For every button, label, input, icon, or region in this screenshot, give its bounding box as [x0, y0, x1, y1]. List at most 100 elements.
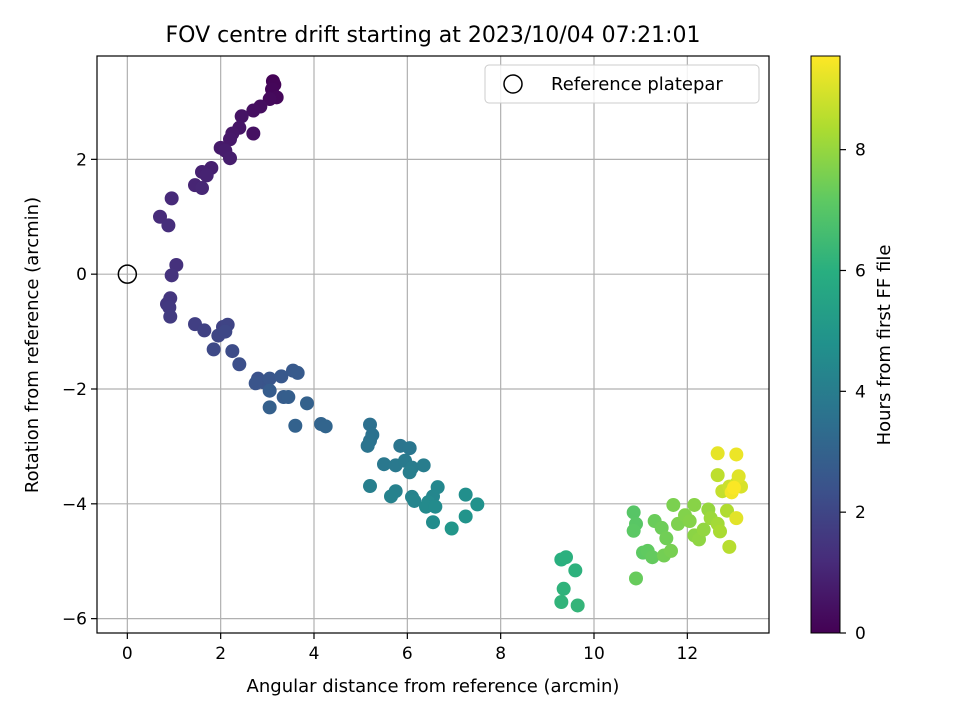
chart-title: FOV centre drift starting at 2023/10/04 … [166, 23, 701, 48]
scatter-point [246, 103, 261, 118]
scatter-point [430, 480, 445, 495]
x-axis-label: Angular distance from reference (arcmin) [247, 676, 620, 697]
colorbar-frame [810, 55, 841, 634]
scatter-point [554, 594, 569, 609]
scatter-point [163, 309, 178, 324]
scatter-point [407, 493, 422, 508]
y-tick-label: −4 [62, 495, 87, 515]
scatter-point [710, 468, 725, 483]
scatter-point [274, 369, 289, 384]
scatter-point [218, 324, 233, 339]
x-axis-ticks: 0 2 4 6 8 10 12 [122, 633, 698, 664]
scatter-point [626, 523, 641, 538]
scatter-point [666, 497, 681, 512]
scatter-point [659, 531, 674, 546]
colorbar-tick-label: 0 [855, 624, 866, 644]
scatter-point [223, 151, 237, 166]
y-tick-label: −6 [62, 610, 87, 630]
scatter-point [318, 419, 333, 434]
scatter-point [696, 522, 711, 537]
scatter-point [262, 400, 277, 415]
scatter-point [197, 323, 212, 338]
scatter-point [377, 457, 391, 472]
x-tick-label: 10 [583, 644, 605, 664]
scatter-point [248, 376, 263, 391]
legend-label: Reference platepar [551, 74, 723, 95]
scatter-point [428, 499, 443, 514]
scatter-point [458, 509, 473, 524]
scatter-point [384, 489, 398, 504]
scatter-point [559, 550, 573, 565]
scatter-point [232, 357, 247, 372]
scatter-point [206, 342, 221, 357]
x-tick-label: 8 [495, 644, 506, 664]
y-axis-ticks: −6 −4 −2 0 2 [62, 150, 97, 630]
scatter-point [290, 365, 305, 380]
scatter-point [645, 550, 660, 565]
scatter-point [234, 109, 249, 124]
scatter-point [164, 191, 179, 206]
scatter-point [727, 480, 741, 495]
colorbar-tick-label: 4 [855, 382, 866, 402]
scatter-point [426, 515, 440, 530]
scatter-point [629, 571, 643, 586]
scatter-point [729, 511, 744, 526]
scatter-point [687, 497, 702, 512]
scatter-point [262, 92, 277, 107]
scatter-point [300, 396, 314, 411]
scatter-point [199, 168, 214, 183]
colorbar [811, 56, 840, 633]
scatter-point [444, 521, 459, 536]
scatter-point [195, 181, 209, 196]
legend-marker [503, 74, 523, 94]
grid-lines [97, 56, 769, 633]
x-tick-label: 4 [309, 644, 320, 664]
scatter-point [223, 132, 237, 147]
x-tick-label: 2 [215, 644, 226, 664]
scatter-point [713, 524, 727, 539]
y-tick-label: −2 [62, 380, 87, 400]
legend: Reference platepar [484, 64, 760, 104]
x-tick-label: 12 [677, 644, 699, 664]
legend-box [484, 64, 760, 104]
colorbar-ticks: 0 2 4 6 8 [840, 141, 866, 644]
plot-frame [96, 55, 770, 634]
scatter-point [288, 418, 303, 433]
scatter-point [225, 344, 240, 359]
colorbar-tick-label: 6 [855, 261, 866, 281]
y-tick-label: 0 [76, 265, 87, 285]
reference-platepar-marker [117, 264, 138, 284]
scatter-point [161, 218, 176, 233]
scatter-point [710, 446, 725, 461]
scatter-point [153, 209, 167, 224]
x-tick-label: 6 [402, 644, 413, 664]
scatter-point [731, 469, 746, 484]
scatter-point [416, 458, 431, 473]
scatter-point [164, 268, 179, 283]
colorbar-tick-label: 2 [855, 503, 866, 523]
scatter-point [262, 383, 277, 398]
scatter-point [360, 438, 375, 453]
scatter-point [363, 479, 377, 494]
scatter-point [570, 598, 585, 613]
scatter-point [722, 539, 737, 554]
scatter-point [664, 543, 678, 558]
scatter-point [556, 581, 571, 596]
scatter-point [246, 126, 261, 141]
scatter-points [153, 74, 748, 613]
scatter-point [402, 465, 417, 480]
scatter-point [626, 505, 641, 520]
colorbar-label: Hours from first FF file [874, 245, 895, 446]
y-tick-label: 2 [76, 150, 87, 170]
scatter-point [729, 447, 744, 462]
scatter-point [402, 441, 417, 456]
scatter-point [720, 503, 734, 518]
x-tick-label: 0 [122, 644, 133, 664]
scatter-point [281, 390, 296, 405]
scatter-point [262, 371, 277, 386]
colorbar-tick-label: 8 [855, 141, 866, 161]
scatter-point [458, 487, 473, 502]
scatter-point [470, 497, 485, 512]
